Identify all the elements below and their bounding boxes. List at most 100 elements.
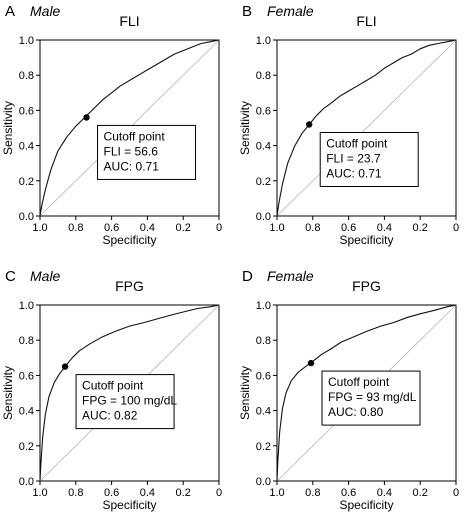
group-label: Male [30, 3, 61, 19]
x-tick-label: 0.4 [377, 222, 392, 234]
y-tick-label: 0.4 [19, 141, 34, 153]
x-tick-label: 0.6 [104, 487, 119, 499]
roc-chart: A Male FLI 1.0 0.8 0.6 0.4 0.2 0 0.0 0.2 0.4 0.6 0.8 1… [1, 3, 222, 247]
roc-chart: B Female FLI 1.0 0.8 0.6 0.4 0.2 0 0.0 0.2 0.4 0.6 0.… [238, 3, 459, 247]
x-tick-label: 0.4 [377, 487, 392, 499]
roc-chart: C Male FPG 1.0 0.8 0.6 0.4 0.2 0 0.0 0.2 0.4 0.6 0.8 1… [1, 268, 222, 512]
x-axis-label: Specificity [102, 498, 156, 512]
roc-panel-c: C Male FPG 1.0 0.8 0.6 0.4 0.2 0 0.0 0.2 0.4 0.6 0.8 1… [0, 265, 237, 530]
annotation-line: Cutoff point [326, 136, 388, 150]
x-tick-label: 0.8 [305, 222, 320, 234]
y-tick-label: 1.0 [256, 35, 271, 47]
roc-curve [39, 304, 220, 482]
cutoff-point [61, 363, 69, 370]
plot-frame [39, 39, 220, 217]
y-tick-label: 1.0 [256, 300, 271, 312]
y-tick-label: 0.8 [19, 335, 34, 347]
chart-title: FLI [119, 13, 139, 29]
y-tick-label: 0.2 [19, 176, 34, 188]
y-tick-label: 0.6 [256, 105, 271, 117]
x-axis-label: Specificity [339, 233, 393, 247]
group-label: Female [267, 3, 314, 19]
x-axis-label: Specificity [339, 498, 393, 512]
x-tick-label: 0.8 [68, 487, 83, 499]
x-tick-label: 0.2 [176, 222, 191, 234]
cutoff-point [83, 114, 90, 121]
plot-frame [276, 39, 457, 217]
cutoff-point [306, 121, 313, 128]
x-tick-label: 1.0 [269, 222, 284, 234]
x-tick-label: 0.8 [305, 487, 320, 499]
annotation-line: FLI = 23.7 [326, 151, 381, 165]
y-tick-label: 0.2 [256, 176, 271, 188]
panel-label: A [5, 3, 15, 20]
y-tick-label: 0.0 [19, 211, 34, 223]
y-axis-label: Sensitivity [1, 101, 15, 155]
y-tick-label: 1.0 [19, 300, 34, 312]
y-tick-label: 0.4 [19, 406, 34, 418]
group-label: Female [267, 268, 314, 284]
y-tick-label: 0.4 [256, 141, 271, 153]
chart-title: FPG [352, 278, 381, 294]
chart-title: FLI [356, 13, 376, 29]
annotation-line: FPG = 93 mg/dL [328, 390, 417, 404]
x-tick-label: 0.2 [413, 222, 428, 234]
y-tick-label: 0.2 [19, 441, 34, 453]
annotation-line: Cutoff point [82, 379, 144, 393]
panel-label: B [242, 3, 252, 20]
annotation-box [319, 131, 419, 187]
y-tick-label: 0.0 [256, 211, 271, 223]
x-tick-label: 0.4 [140, 487, 155, 499]
y-tick-label: 0.6 [19, 370, 34, 382]
x-tick-label: 1.0 [269, 487, 284, 499]
y-axis-label: Sensitivity [1, 366, 15, 420]
annotation-line: FPG = 100 mg/dL [82, 394, 177, 408]
x-tick-label: 0.2 [413, 487, 428, 499]
reference-line [276, 39, 457, 217]
annotation-line: AUC: 0.82 [82, 409, 138, 423]
plot-frame [276, 304, 457, 482]
annotation-line: Cutoff point [104, 129, 166, 143]
x-tick-label: 1.0 [32, 222, 47, 234]
y-tick-label: 0.8 [256, 335, 271, 347]
annotation-line: FLI = 56.6 [104, 144, 159, 158]
annotation-box [321, 370, 421, 426]
x-tick-label: 0 [453, 487, 459, 499]
annotation-line: AUC: 0.71 [104, 159, 160, 173]
x-tick-label: 0.6 [341, 487, 356, 499]
y-axis-label: Sensitivity [238, 101, 252, 155]
roc-curve [39, 39, 220, 217]
x-tick-label: 0.6 [104, 222, 119, 234]
x-tick-label: 0 [216, 222, 222, 234]
roc-panel-d: D Female FPG 1.0 0.8 0.6 0.4 0.2 0 0.0 0.2 0.4 0.6 0.… [237, 265, 474, 530]
group-label: Male [30, 268, 61, 284]
y-tick-label: 1.0 [19, 35, 34, 47]
x-tick-label: 0.4 [140, 222, 155, 234]
plot-frame [39, 304, 220, 482]
annotation-line: Cutoff point [328, 375, 390, 389]
x-tick-label: 0.6 [341, 222, 356, 234]
y-axis-label: Sensitivity [238, 366, 252, 420]
chart-title: FPG [115, 278, 144, 294]
roc-curve [276, 304, 457, 482]
x-tick-label: 0.2 [176, 487, 191, 499]
annotation-box [75, 374, 175, 430]
panel-label: D [242, 268, 253, 285]
y-tick-label: 0.0 [256, 476, 271, 488]
annotation-line: AUC: 0.71 [326, 166, 382, 180]
roc-panel-b: B Female FLI 1.0 0.8 0.6 0.4 0.2 0 0.0 0.2 0.4 0.6 0.… [237, 0, 474, 265]
y-tick-label: 0.2 [256, 441, 271, 453]
y-tick-label: 0.8 [256, 70, 271, 82]
y-tick-label: 0.4 [256, 406, 271, 418]
y-tick-label: 0.0 [19, 476, 34, 488]
annotation-box [97, 124, 197, 180]
roc-panel-a: A Male FLI 1.0 0.8 0.6 0.4 0.2 0 0.0 0.2 0.4 0.6 0.8 1… [0, 0, 237, 265]
x-tick-label: 0 [216, 487, 222, 499]
x-tick-label: 0 [453, 222, 459, 234]
y-tick-label: 0.6 [19, 105, 34, 117]
y-tick-label: 0.6 [256, 370, 271, 382]
x-tick-label: 1.0 [32, 487, 47, 499]
x-tick-label: 0.8 [68, 222, 83, 234]
roc-chart: D Female FPG 1.0 0.8 0.6 0.4 0.2 0 0.0 0.2 0.4 0.6 0.… [238, 268, 459, 512]
x-axis-label: Specificity [102, 233, 156, 247]
